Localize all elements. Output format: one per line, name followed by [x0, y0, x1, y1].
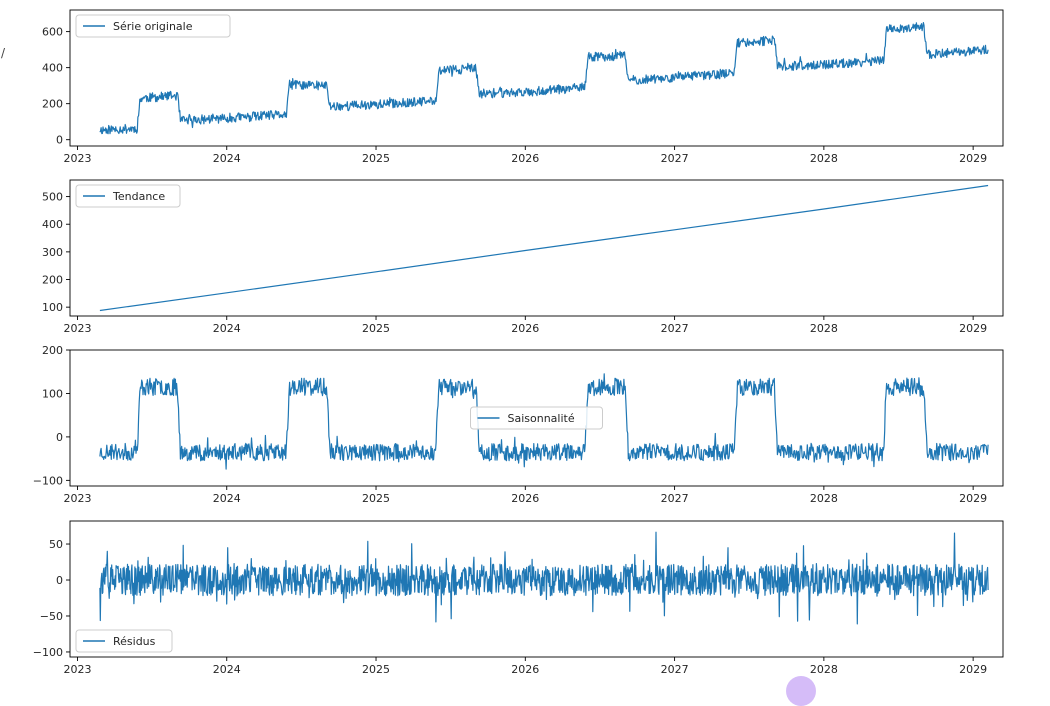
series-line-2-1: [99, 184, 989, 312]
x-tick-label: 2027: [661, 152, 689, 165]
y-tick-label: −50: [40, 610, 63, 623]
y-tick-label: 0: [56, 574, 63, 587]
x-tick-label: 2027: [661, 492, 689, 505]
y-tick-label: 100: [42, 387, 63, 400]
x-tick-label: 2028: [810, 152, 838, 165]
y-tick-label: 300: [42, 246, 63, 259]
axes-frame: [69, 520, 1004, 658]
legend-label: Tendance: [112, 190, 165, 203]
x-tick-label: 2026: [511, 152, 539, 165]
x-tick-label: 2027: [661, 322, 689, 335]
series-line-1-1: [99, 22, 989, 135]
y-tick-label: −100: [33, 646, 63, 659]
subplot-2: 2023 2024 2025 2026 2027 2028 2029 100 200 300 400…: [42, 179, 1004, 335]
x-tick-label: 2026: [511, 322, 539, 335]
x-tick-label: 2029: [959, 152, 987, 165]
y-tick-label: 0: [56, 134, 63, 147]
x-tick-label: 2025: [362, 322, 390, 335]
legend: Saisonnalité: [470, 406, 603, 430]
legend-box: [75, 184, 181, 208]
x-tick-label: 2023: [63, 322, 91, 335]
x-tick-label: 2023: [63, 492, 91, 505]
legend-label: Saisonnalité: [508, 412, 575, 425]
x-tick-label: 2024: [213, 663, 241, 676]
axes-frame: [69, 9, 1004, 147]
y-tick-label: 200: [42, 274, 63, 287]
y-tick-label: 400: [42, 218, 63, 231]
x-tick-label: 2024: [213, 152, 241, 165]
y-tick-label: 50: [49, 538, 63, 551]
y-tick-label: 100: [42, 301, 63, 314]
axes-frame: [69, 179, 1004, 317]
legend: Série originale: [75, 14, 231, 38]
y-tick-label: 200: [42, 344, 63, 357]
y-tick-label: 400: [42, 62, 63, 75]
subplot-4: 2023 2024 2025 2026 2027 2028 2029 −100 −50 0 50 Ré…: [33, 520, 1004, 676]
y-tick-label: 0: [56, 431, 63, 444]
legend-label: Résidus: [113, 635, 156, 648]
x-tick-label: 2028: [810, 663, 838, 676]
x-tick-label: 2024: [213, 322, 241, 335]
x-tick-label: 2029: [959, 492, 987, 505]
x-tick-label: 2023: [63, 663, 91, 676]
cursor-indicator: [786, 676, 816, 706]
x-tick-label: 2025: [362, 492, 390, 505]
legend-box: [75, 14, 231, 38]
y-tick-label: 500: [42, 191, 63, 204]
decomposition-figure: / 2023 2024 2025 2026 2027 2028 2029 0 200 400 600…: [1, 9, 1004, 676]
subplot-1: 2023 2024 2025 2026 2027 2028 2029 0 200 400 600 Sé…: [42, 9, 1004, 165]
x-tick-label: 2028: [810, 492, 838, 505]
x-tick-label: 2024: [213, 492, 241, 505]
series-line-4-1: [99, 531, 989, 625]
series-line-3-1: [99, 373, 989, 470]
axes-frame: [69, 349, 1004, 487]
x-tick-label: 2029: [959, 663, 987, 676]
x-tick-label: 2026: [511, 663, 539, 676]
x-tick-label: 2027: [661, 663, 689, 676]
x-tick-label: 2028: [810, 322, 838, 335]
legend-label: Série originale: [113, 20, 193, 33]
edge-glyph: /: [1, 46, 6, 60]
x-tick-label: 2023: [63, 152, 91, 165]
x-tick-label: 2029: [959, 322, 987, 335]
legend-box: [470, 406, 603, 430]
y-tick-label: 200: [42, 98, 63, 111]
legend: Résidus: [75, 629, 173, 653]
subplot-3: 2023 2024 2025 2026 2027 2028 2029 −100 0 100 200 S…: [33, 344, 1004, 505]
y-tick-label: −100: [33, 474, 63, 487]
x-tick-label: 2025: [362, 663, 390, 676]
x-tick-label: 2025: [362, 152, 390, 165]
y-tick-label: 600: [42, 26, 63, 39]
legend-box: [75, 629, 173, 653]
legend: Tendance: [75, 184, 181, 208]
x-tick-label: 2026: [511, 492, 539, 505]
